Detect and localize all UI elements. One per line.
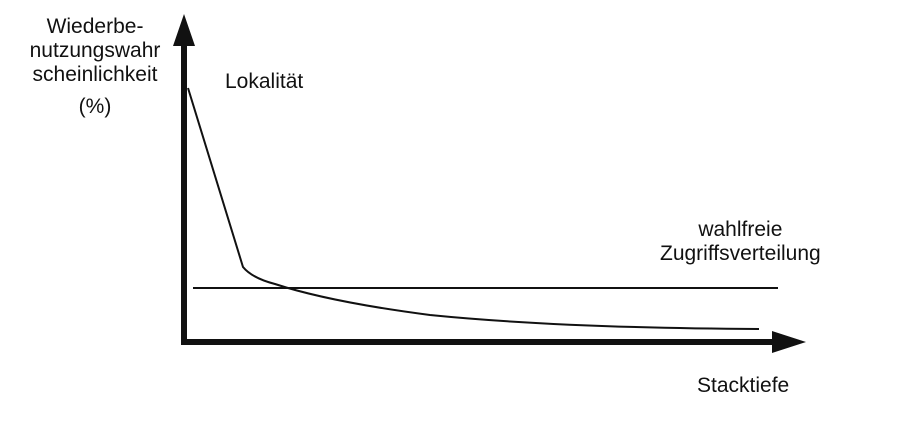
- y-axis-label-line-3: scheinlichkeit: [32, 63, 158, 86]
- locality-curve: [187, 87, 760, 330]
- random-access-label-line-2: Zugriffsverteilung: [660, 242, 821, 265]
- x-axis-arrowhead: [772, 331, 806, 353]
- y-axis-label-line-2: nutzungswahr: [29, 39, 161, 62]
- y-axis-arrowhead: [173, 14, 195, 46]
- y-axis-label-line-1: Wiederbe-: [46, 15, 144, 38]
- y-axis-unit: (%): [78, 95, 112, 118]
- y-axis-label: Wiederbe- nutzungswahr scheinlichkeit (%…: [0, 15, 190, 119]
- locality-label: Lokalität: [225, 70, 304, 93]
- random-access-label-line-1: wahlfreie: [698, 218, 783, 241]
- x-axis-label: Stacktiefe: [697, 374, 790, 397]
- random-access-label: wahlfreie Zugriffsverteilung: [660, 218, 821, 266]
